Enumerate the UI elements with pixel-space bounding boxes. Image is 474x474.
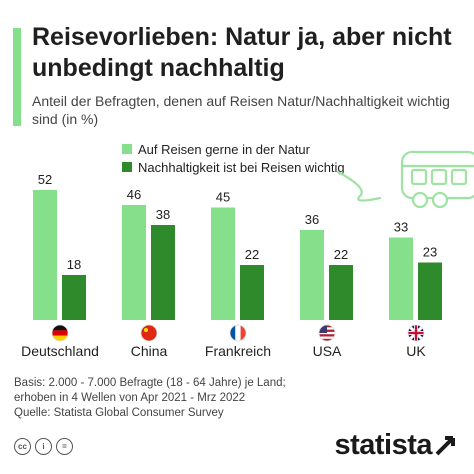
data-label-usa-series-2: 22 bbox=[334, 247, 348, 262]
legend-swatch-dark bbox=[122, 162, 132, 172]
legend: Auf Reisen gerne in der Natur Nachhaltig… bbox=[122, 140, 345, 176]
attribution-icon[interactable]: i bbox=[35, 438, 52, 455]
data-label-deutschland-series-2: 18 bbox=[67, 257, 81, 272]
category-label-china: China bbox=[131, 343, 168, 359]
bus-illustration-icon bbox=[336, 150, 474, 209]
bar-china-series-2 bbox=[151, 225, 175, 320]
bar-frankreich-series-2 bbox=[240, 265, 264, 320]
statista-logo-icon bbox=[435, 436, 455, 456]
statista-logo[interactable]: statista bbox=[334, 428, 456, 462]
china-flag-icon bbox=[140, 324, 158, 342]
data-label-china-series-2: 38 bbox=[156, 207, 170, 222]
uk-flag-icon bbox=[407, 324, 425, 342]
brand-name: statista bbox=[334, 428, 432, 461]
bar-china-series-1 bbox=[122, 205, 146, 320]
usa-flag-icon bbox=[318, 324, 336, 342]
legend-label-light: Auf Reisen gerne in der Natur bbox=[138, 141, 310, 157]
category-label-frankreich: Frankreich bbox=[205, 343, 271, 359]
data-label-frankreich-series-2: 22 bbox=[245, 247, 259, 262]
bar-frankreich-series-1 bbox=[211, 207, 235, 320]
data-label-deutschland-series-1: 52 bbox=[38, 172, 52, 187]
bar-uk-series-1 bbox=[389, 237, 413, 320]
legend-item-light: Auf Reisen gerne in der Natur bbox=[122, 140, 345, 158]
category-label-usa: USA bbox=[313, 343, 342, 359]
bar-deutschland-series-2 bbox=[62, 275, 86, 320]
germany-flag-icon bbox=[51, 324, 69, 342]
footer-source: Quelle: Statista Global Consumer Survey bbox=[14, 407, 224, 419]
no-derivatives-icon[interactable]: = bbox=[56, 438, 73, 455]
legend-swatch-light bbox=[122, 144, 132, 154]
chart-subtitle: Anteil der Befragten, denen auf Reisen N… bbox=[32, 93, 450, 127]
chart-title: Reisevorlieben: Natur ja, aber nicht unb… bbox=[32, 23, 452, 82]
license-icons: cc i = bbox=[14, 438, 73, 455]
bar-uk-series-2 bbox=[418, 262, 442, 320]
data-label-frankreich-series-1: 45 bbox=[216, 190, 230, 205]
footer-notes: Basis: 2.000 - 7.000 Befragte (18 - 64 J… bbox=[14, 376, 314, 421]
bar-deutschland-series-1 bbox=[33, 190, 57, 320]
data-label-china-series-1: 46 bbox=[127, 187, 141, 202]
france-flag-icon bbox=[229, 324, 247, 342]
title-accent-bar bbox=[13, 28, 21, 126]
bar-usa-series-1 bbox=[300, 230, 324, 320]
legend-label-dark: Nachhaltigkeit ist bei Reisen wichtig bbox=[138, 159, 345, 175]
data-label-uk-series-2: 23 bbox=[423, 245, 437, 260]
legend-item-dark: Nachhaltigkeit ist bei Reisen wichtig bbox=[122, 158, 345, 176]
data-label-uk-series-1: 33 bbox=[394, 220, 408, 235]
bar-usa-series-2 bbox=[329, 265, 353, 320]
footer-basis-line2: erhoben in 4 Wellen von Apr 2021 - Mrz 2… bbox=[14, 392, 246, 404]
category-label-uk: UK bbox=[406, 343, 426, 359]
category-label-deutschland: Deutschland bbox=[21, 343, 99, 359]
data-label-usa-series-1: 36 bbox=[305, 212, 319, 227]
cc-icon[interactable]: cc bbox=[14, 438, 31, 455]
footer-basis-line1: Basis: 2.000 - 7.000 Befragte (18 - 64 J… bbox=[14, 377, 286, 389]
